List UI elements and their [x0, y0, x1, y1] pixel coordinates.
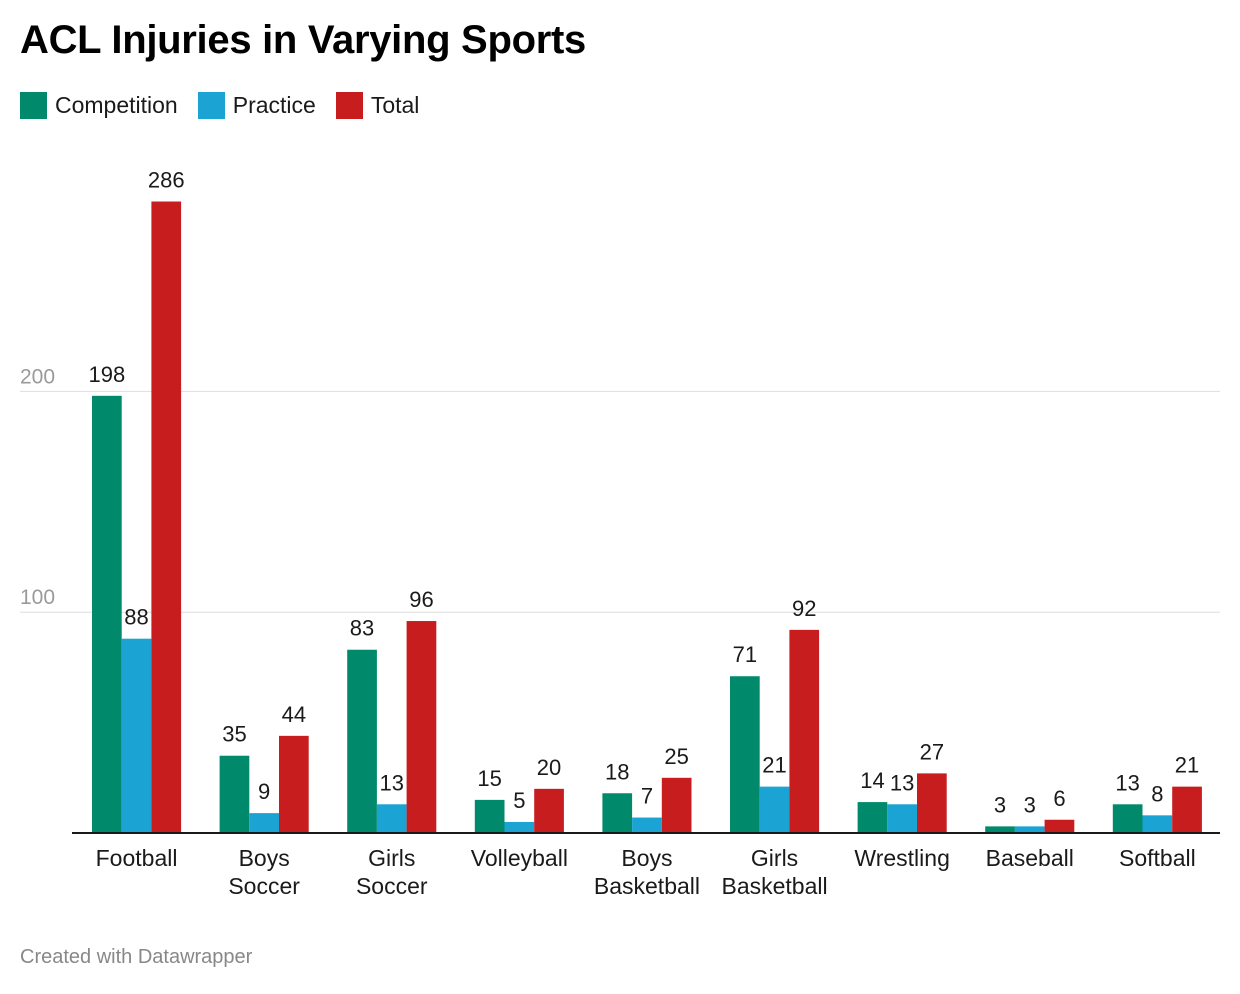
bar-competition-7	[985, 826, 1015, 833]
bar-competition-3	[474, 799, 505, 833]
value-label-total-1: 44	[282, 702, 306, 727]
value-label-practice-7: 3	[1024, 792, 1036, 817]
x-tick-label-7-0: Baseball	[986, 845, 1074, 871]
legend-item-total: Total	[335, 92, 420, 119]
x-tick-label-3-0: Volleyball	[471, 845, 568, 871]
bar-competition-6	[857, 802, 888, 833]
bar-total-2	[406, 621, 437, 833]
value-label-competition-8: 13	[1115, 770, 1139, 795]
value-label-competition-5: 71	[733, 642, 757, 667]
value-label-total-7: 6	[1053, 786, 1065, 811]
value-label-competition-3: 15	[477, 766, 501, 791]
legend-swatch-practice	[197, 92, 225, 119]
bar-practice-8	[1142, 815, 1173, 833]
value-label-total-6: 27	[920, 739, 944, 764]
chart-title: ACL Injuries in Varying Sports	[20, 18, 586, 62]
x-tick-label-5-1: Basketball	[721, 873, 827, 899]
bar-competition-0	[92, 395, 122, 833]
value-label-practice-1: 9	[258, 779, 270, 804]
bar-practice-5	[759, 786, 790, 833]
bar-practice-3	[504, 821, 535, 833]
value-label-competition-7: 3	[994, 792, 1006, 817]
bar-practice-0	[121, 638, 152, 833]
value-label-practice-3: 5	[513, 788, 525, 813]
value-label-total-2: 96	[409, 587, 433, 612]
value-label-competition-6: 14	[860, 768, 884, 793]
value-label-total-5: 92	[792, 596, 816, 621]
x-tick-label-8-0: Softball	[1119, 845, 1196, 871]
bar-total-3	[534, 788, 564, 833]
bar-practice-7	[1014, 826, 1045, 833]
value-label-practice-4: 7	[641, 784, 653, 809]
value-label-competition-2: 83	[350, 616, 374, 641]
bar-competition-1	[219, 755, 250, 833]
x-tick-label-2-0: Girls	[368, 845, 415, 871]
x-tick-label-1-0: Boys	[239, 845, 290, 871]
bar-competition-2	[347, 649, 377, 833]
bar-practice-1	[249, 813, 279, 833]
value-label-total-3: 20	[537, 755, 561, 780]
value-label-competition-0: 198	[88, 362, 125, 387]
y-tick-label-200: 200	[20, 365, 55, 388]
legend-label-competition: Competition	[55, 92, 178, 118]
legend-label-total: Total	[370, 92, 420, 118]
bar-total-7	[1044, 819, 1075, 833]
bar-total-1	[279, 735, 309, 833]
value-label-competition-1: 35	[222, 722, 246, 747]
bar-practice-2	[376, 804, 407, 833]
x-tick-label-1-1: Soccer	[228, 873, 300, 899]
legend-swatch-total	[335, 92, 363, 119]
x-tick-label-4-1: Basketball	[594, 873, 700, 899]
x-tick-label-2-1: Soccer	[356, 873, 428, 899]
x-tick-label-6-0: Wrestling	[854, 845, 949, 871]
bar-competition-8	[1112, 804, 1143, 833]
footer-credit: Created with Datawrapper	[20, 946, 253, 968]
bar-total-6	[917, 773, 947, 833]
legend: Competition Practice Total	[20, 92, 419, 119]
bar-total-5	[789, 629, 820, 833]
bar-competition-4	[602, 793, 633, 833]
x-tick-label-4-0: Boys	[621, 845, 672, 871]
bar-practice-6	[887, 804, 917, 833]
value-label-total-0: 286	[148, 168, 185, 193]
x-tick-label-5-0: Girls	[751, 845, 798, 871]
value-label-practice-0: 88	[124, 605, 148, 630]
value-label-practice-5: 21	[762, 753, 786, 778]
bar-total-4	[661, 777, 692, 833]
legend-item-practice: Practice	[197, 92, 316, 119]
value-label-competition-4: 18	[605, 759, 629, 784]
x-tick-label-0-0: Football	[96, 845, 178, 871]
legend-label-practice: Practice	[232, 92, 316, 118]
bar-total-8	[1172, 786, 1202, 833]
value-label-practice-2: 13	[380, 770, 404, 795]
value-label-total-4: 25	[664, 744, 688, 769]
legend-item-competition: Competition	[20, 92, 178, 119]
value-label-practice-6: 13	[890, 770, 914, 795]
bar-competition-5	[730, 676, 760, 833]
bar-total-0	[151, 201, 182, 834]
y-tick-label-100: 100	[20, 586, 55, 609]
legend-swatch-competition	[20, 92, 47, 119]
value-label-practice-8: 8	[1151, 781, 1163, 806]
value-label-total-8: 21	[1175, 753, 1199, 778]
bar-practice-4	[632, 817, 662, 833]
